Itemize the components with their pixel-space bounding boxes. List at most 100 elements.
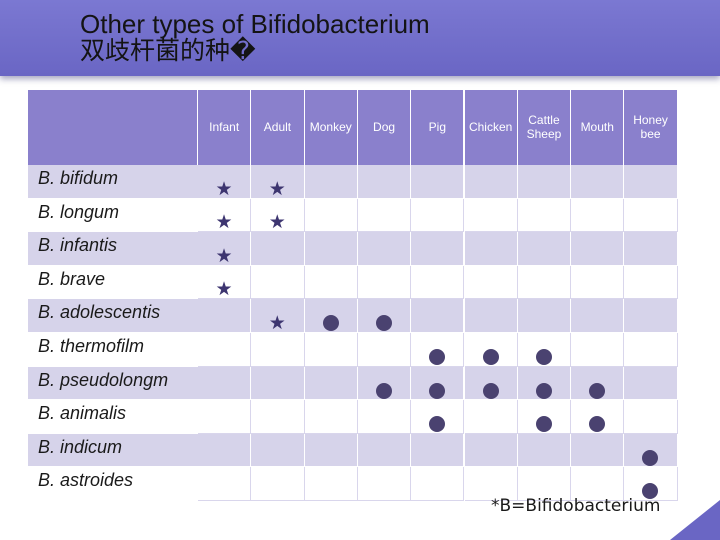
- table-cell: [411, 433, 465, 468]
- table-cell: [198, 433, 252, 468]
- table-cell: [571, 299, 625, 333]
- row-stripe: [28, 433, 198, 468]
- species-label: B. bifidum: [38, 168, 119, 188]
- table-cell: [304, 333, 358, 367]
- table-cell: [411, 232, 465, 266]
- star-icon: ★: [215, 178, 233, 200]
- table-cell: [357, 198, 412, 233]
- table-cell: [571, 198, 625, 233]
- dot-icon: [571, 374, 623, 408]
- table-cell: [571, 232, 625, 266]
- dot-icon: [305, 306, 357, 340]
- table-cell: [624, 299, 678, 333]
- table-cell: [251, 366, 305, 401]
- table-cell: [411, 165, 465, 199]
- species-label: B. thermofilm: [38, 336, 145, 356]
- table-cell: [571, 433, 625, 468]
- title-bar: Other types of Bifidobacterium 双歧杆菌的种�: [0, 0, 720, 76]
- table-cell: [251, 265, 305, 300]
- dot-icon: [411, 374, 463, 408]
- header-corner-cell: [28, 90, 198, 165]
- table-cell: [624, 333, 678, 367]
- dot-icon: [518, 340, 570, 374]
- corner-decoration: [670, 500, 720, 540]
- table-cell: [411, 198, 465, 233]
- table-cell: [517, 467, 572, 501]
- species-label: B. animalis: [38, 403, 127, 424]
- table-cell: [304, 232, 358, 266]
- table-cell: [198, 165, 252, 199]
- table-cell: [517, 433, 572, 468]
- table-cell: [304, 265, 358, 300]
- star-icon: ★: [268, 178, 286, 200]
- column-header-0: Infant: [198, 90, 252, 165]
- star-icon: ★: [215, 245, 233, 267]
- dot-icon: [465, 374, 517, 408]
- table-cell: [304, 198, 358, 233]
- dot-icon: [518, 407, 570, 441]
- species-label: B. infantis: [38, 235, 118, 256]
- star-icon: ★: [215, 212, 233, 234]
- table-cell: [357, 333, 412, 367]
- table-cell: [251, 232, 305, 266]
- table-cell: [198, 198, 252, 233]
- species-label: B. adolescentis: [38, 302, 161, 323]
- species-label: B. indicum: [38, 436, 123, 457]
- table-cell: [464, 467, 518, 501]
- row-stripe: [28, 366, 198, 401]
- table-cell: [464, 299, 518, 333]
- species-label: B. pseudolongm: [38, 369, 169, 390]
- table-cell: [251, 165, 305, 199]
- table-cell: [198, 366, 252, 401]
- table-cell: [198, 400, 252, 434]
- dot-icon: [411, 407, 463, 441]
- table-cell: [517, 265, 572, 300]
- table-cell: [251, 333, 305, 367]
- table-cell: [624, 265, 678, 300]
- star-icon: ★: [215, 279, 233, 301]
- row-stripe: [28, 299, 198, 333]
- table-cell: [357, 400, 412, 434]
- table-cell: [571, 467, 625, 501]
- column-header-3: Dog: [357, 90, 412, 165]
- row-stripe: [28, 165, 198, 199]
- dot-icon: [358, 374, 410, 408]
- table-cell: [464, 165, 518, 199]
- table-cell: [357, 165, 412, 199]
- dot-icon: [624, 474, 676, 508]
- table-cell: [464, 265, 518, 300]
- table-cell: [198, 265, 252, 300]
- slide-title: Other types of Bifidobacterium: [80, 9, 430, 39]
- star-icon: ★: [268, 212, 286, 234]
- table-cell: [304, 165, 358, 199]
- table-cell: [251, 299, 305, 333]
- table-cell: [251, 433, 305, 468]
- table-cell: [517, 165, 572, 199]
- table-cell: [571, 165, 625, 199]
- table-cell: [357, 265, 412, 300]
- column-header-5: Chicken: [464, 90, 518, 165]
- species-label: B. brave: [38, 268, 106, 289]
- dot-icon: [358, 306, 410, 340]
- column-header-6: Cattle Sheep: [517, 90, 572, 165]
- table-cell: [411, 299, 465, 333]
- footnote: *B=Bifidobacterium: [491, 496, 661, 516]
- column-header-2: Monkey: [304, 90, 358, 165]
- table-cell: [464, 198, 518, 233]
- table-cell: [517, 299, 572, 333]
- row-stripe: [28, 232, 198, 266]
- table-cell: [304, 366, 358, 401]
- table-cell: [624, 232, 678, 266]
- table-cell: [251, 467, 305, 501]
- table-cell: [464, 433, 518, 468]
- table-cell: [304, 467, 358, 501]
- table-cell: [198, 299, 252, 333]
- species-label: B. astroides: [38, 470, 134, 491]
- table-cell: [304, 400, 358, 434]
- dot-icon: [571, 407, 623, 441]
- column-header-8: Honey bee: [624, 90, 678, 165]
- table-cell: [357, 232, 412, 266]
- table-cell: [357, 467, 412, 501]
- table-cell: [624, 400, 678, 434]
- table-cell: [357, 433, 412, 468]
